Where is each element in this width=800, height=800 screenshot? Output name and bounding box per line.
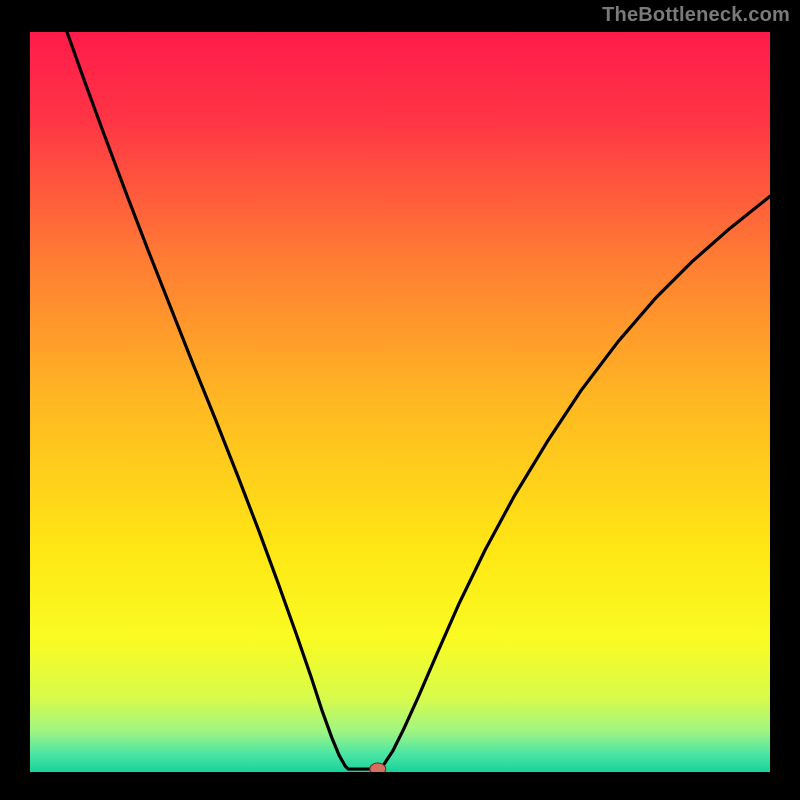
plot-area <box>30 32 770 772</box>
bottleneck-curve-chart <box>30 32 770 772</box>
watermark-text: TheBottleneck.com <box>602 4 790 27</box>
optimum-marker <box>370 763 386 772</box>
gradient-background <box>30 32 770 772</box>
figure-container: TheBottleneck.com <box>0 0 800 800</box>
